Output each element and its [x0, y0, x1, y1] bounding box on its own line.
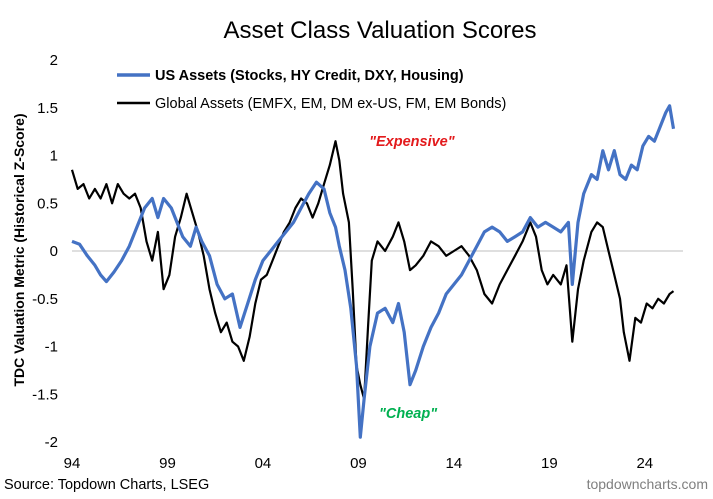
- x-tick-label: 04: [255, 455, 272, 472]
- y-tick-label: -1.5: [32, 386, 58, 403]
- watermark: topdowncharts.com: [587, 476, 708, 492]
- series-line-us-assets: [71, 104, 676, 439]
- legend-label-us-assets: US Assets (Stocks, HY Credit, DXY, Housi…: [155, 68, 464, 84]
- series-line-global-assets: [70, 140, 675, 401]
- y-tick-label: -1: [45, 339, 58, 356]
- y-tick-label: 2: [50, 52, 58, 69]
- y-tick-label: 1: [50, 148, 58, 165]
- y-tick-label: 1.5: [37, 100, 58, 117]
- x-tick-label: 09: [350, 455, 367, 472]
- annotation-expensive: "Expensive": [369, 134, 456, 150]
- y-tick-label: 0.5: [37, 195, 58, 212]
- x-ticks: 94 99 04 09 14 19 24: [64, 455, 654, 472]
- annotation-cheap: "Cheap": [379, 406, 438, 422]
- x-tick-label: 24: [636, 455, 653, 472]
- y-ticks: 2 1.5 1 0.5 0 -0.5 -1 -1.5 -2: [32, 52, 58, 451]
- chart-title: Asset Class Valuation Scores: [223, 17, 536, 44]
- y-tick-label: 0: [50, 243, 58, 260]
- source-note: Source: Topdown Charts, LSEG: [4, 477, 209, 493]
- x-tick-label: 94: [64, 455, 81, 472]
- y-axis-label-wrap: TDC Valuation Metric (Historical Z-Score…: [11, 113, 27, 386]
- legend: US Assets (Stocks, HY Credit, DXY, Housi…: [117, 68, 506, 112]
- y-tick-label: -2: [45, 434, 58, 451]
- legend-label-global-assets: Global Assets (EMFX, EM, DM ex-US, FM, E…: [155, 96, 506, 112]
- x-tick-label: 99: [159, 455, 176, 472]
- x-tick-label: 19: [541, 455, 558, 472]
- x-tick-label: 14: [446, 455, 463, 472]
- y-axis-label: TDC Valuation Metric (Historical Z-Score…: [11, 113, 27, 386]
- y-tick-label: -0.5: [32, 291, 58, 308]
